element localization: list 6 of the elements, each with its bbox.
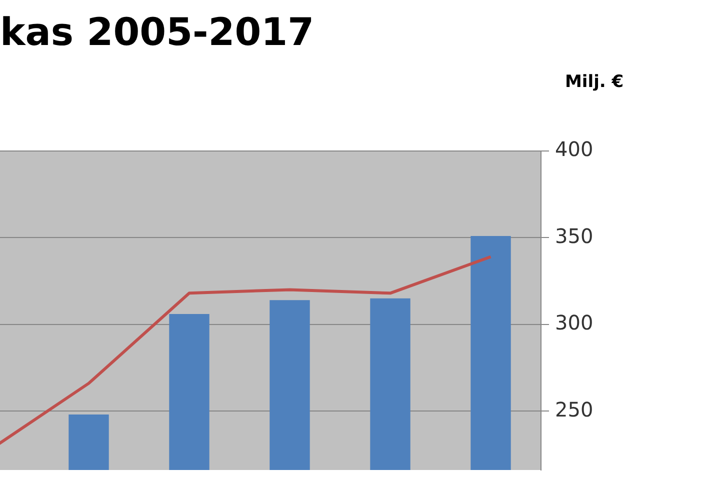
chart-title: kas 2005-2017 [0, 10, 314, 54]
y-axis-title: Milj. € [565, 72, 624, 92]
y-tick-label: 350 [555, 224, 594, 248]
y-tick-label: 300 [555, 310, 594, 335]
y-tick-label: 400 [555, 137, 594, 162]
y-tick-label: 250 [555, 397, 594, 422]
